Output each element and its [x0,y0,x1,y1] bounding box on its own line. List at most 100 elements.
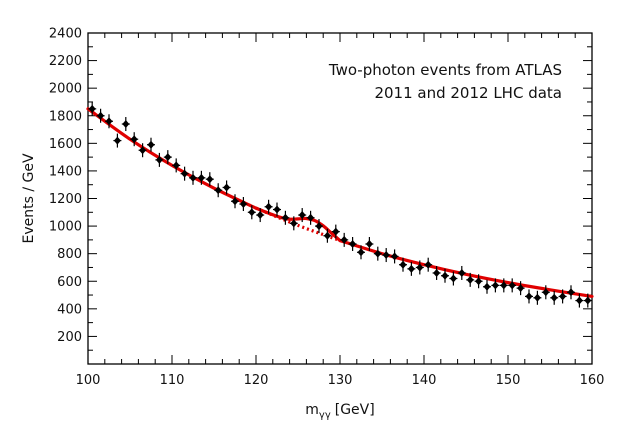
data-points [88,101,592,308]
data-point [315,219,323,234]
data-point [508,278,517,293]
data-point-marker [197,173,205,182]
data-point [247,205,256,220]
x-tick-label: 110 [160,373,185,388]
y-tick-label: 1000 [49,220,82,235]
data-point-marker [525,292,533,301]
data-point-marker [273,205,281,214]
x-axis-title-base: m [305,402,319,418]
data-point [340,232,349,247]
data-point-marker [248,208,256,217]
data-point [172,158,181,173]
data-point [331,224,340,239]
data-point-marker [181,169,189,178]
data-point-marker [433,268,441,277]
data-point [407,261,416,276]
data-point-marker [559,292,567,301]
data-point-marker [113,136,121,145]
data-point [567,285,575,300]
y-tick-label: 800 [57,247,82,262]
data-point-marker [97,111,105,120]
data-point-marker [298,211,306,220]
data-point-marker [214,186,222,195]
x-axis-title-subscript: γγ [319,410,331,421]
data-point [449,271,458,286]
data-point [138,143,147,158]
x-axis-title-unit: [GeV] [335,402,375,418]
data-point-marker [130,135,138,144]
y-tick-label: 600 [57,275,82,290]
annotation-line-2: 2011 and 2012 LHC data [374,84,562,102]
data-point-marker [517,284,525,293]
data-point-marker [584,296,592,305]
data-point [550,290,559,305]
data-point [147,137,155,152]
x-axis-title: mγγ [GeV] [305,402,374,421]
data-point-marker [424,260,432,269]
data-point [424,257,433,272]
data-point-marker [500,281,508,290]
data-point [491,278,500,293]
data-point [113,133,122,148]
data-point [441,268,449,283]
background-fit-curve [86,107,594,299]
data-point [466,272,475,287]
data-point-marker [466,275,474,284]
data-point [348,237,357,252]
data-point [516,281,525,296]
y-tick-label: 1800 [49,109,82,124]
data-point-marker [449,274,457,283]
data-point-marker [189,173,197,182]
x-tick-label: 120 [244,373,269,388]
data-point [499,278,508,293]
data-point-marker [88,104,96,113]
data-point [239,197,248,212]
data-point [533,290,542,305]
data-point [575,293,584,308]
y-tick-label: 1600 [49,137,82,152]
data-point [88,101,97,116]
data-point-marker [483,282,491,291]
data-point-marker [382,251,390,260]
data-point-marker [256,211,264,220]
data-point [163,150,172,165]
x-tick-label: 130 [328,373,353,388]
data-point [373,246,382,261]
data-point [541,285,550,300]
data-point [415,260,424,275]
data-point-marker [231,197,239,206]
y-tick-label: 400 [57,302,82,317]
x-tick-label: 160 [580,373,605,388]
data-point [155,152,164,167]
data-point [558,289,567,304]
data-point [222,180,231,195]
data-point-marker [340,235,348,244]
data-point [264,199,273,214]
data-point [306,210,315,225]
data-point [298,208,307,223]
data-point-marker [508,281,516,290]
data-point-marker [458,268,466,277]
data-point-marker [147,140,155,149]
y-axis-title: Events / GeV [21,153,37,243]
data-point [121,117,130,132]
data-point-marker [567,288,575,297]
data-point-marker [491,281,499,290]
data-point [483,279,491,294]
data-point-marker [391,252,399,261]
data-point-marker [105,117,113,126]
data-point [256,208,265,223]
data-point [390,249,399,264]
data-point [180,166,189,181]
data-point-marker [223,183,231,192]
data-point-marker [164,153,172,162]
data-point-marker [206,175,214,184]
data-point-marker [407,264,415,273]
data-point-marker [374,249,382,258]
data-point [189,170,197,185]
data-point [583,293,592,308]
data-point [105,114,113,129]
data-point [96,108,105,123]
data-point-marker [575,296,583,305]
data-point-marker [550,293,558,302]
